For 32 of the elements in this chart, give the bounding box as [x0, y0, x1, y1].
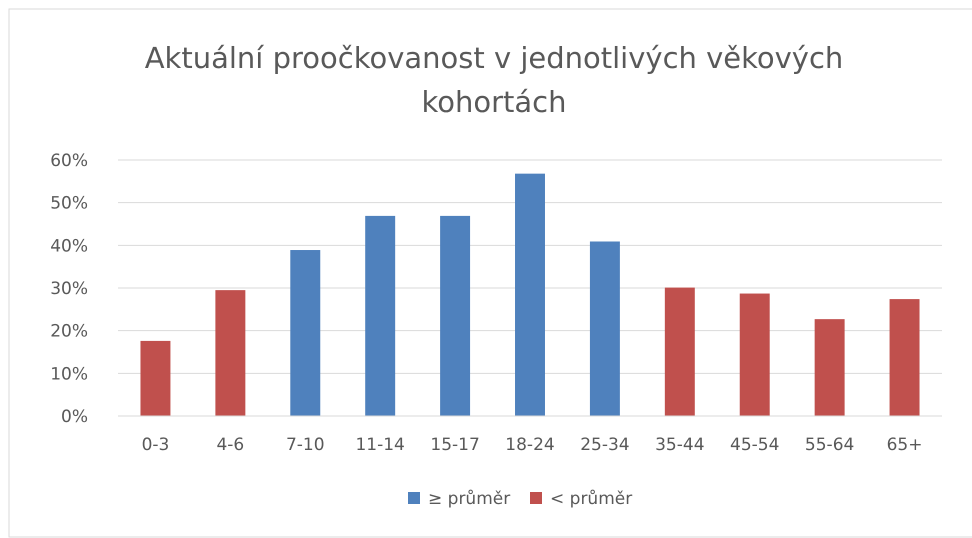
bar [365, 216, 396, 416]
x-tick-label: 45-54 [730, 435, 780, 455]
bar [215, 290, 246, 416]
bar [740, 294, 770, 416]
x-tick-label: 4-6 [216, 435, 244, 455]
bar [440, 216, 470, 416]
y-tick-label: 10% [50, 364, 88, 384]
x-tick-label: 7-10 [286, 435, 325, 455]
bar [890, 299, 920, 416]
y-tick-label: 40% [50, 236, 88, 256]
x-tick-label: 18-24 [505, 435, 555, 455]
y-tick-label: 50% [50, 194, 88, 214]
bar [664, 288, 695, 416]
bar [590, 241, 620, 416]
x-tick-label: 35-44 [655, 435, 705, 455]
x-tick-label: 25-34 [580, 435, 630, 455]
y-tick-label: 20% [50, 322, 88, 342]
legend-label: < průměr [550, 488, 632, 509]
y-tick-label: 30% [50, 278, 88, 299]
y-tick-label: 0% [61, 406, 88, 427]
x-tick-label: 0-3 [142, 435, 170, 455]
legend-label: ≥ průměr [428, 488, 510, 509]
x-tick-label: 55-64 [804, 435, 854, 455]
x-tick-label: 11-14 [355, 435, 405, 455]
bar [515, 174, 545, 416]
chart-title: Aktuální proočkovanost v jednotlivých věkových kohortách [144, 41, 844, 119]
bar [290, 250, 320, 416]
y-tick-label: 60% [50, 150, 88, 171]
x-tick-label: 15-17 [430, 435, 480, 455]
bar [814, 319, 845, 416]
x-tick-label: 65+ [886, 435, 922, 455]
bar [140, 340, 170, 416]
